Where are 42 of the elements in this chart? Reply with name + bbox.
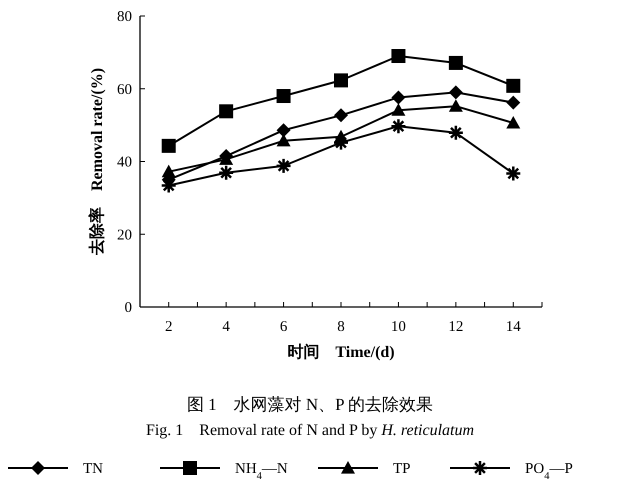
point (276, 123, 291, 138)
point (506, 116, 520, 129)
point (506, 78, 520, 93)
x-tick-label: 4 (222, 319, 230, 335)
y-axis-title: 去除率 Removal rate/(%) (87, 68, 106, 256)
legend-label: TP (393, 461, 411, 477)
y-tick-label: 20 (117, 227, 132, 244)
x-tick-label: 12 (448, 319, 464, 335)
text: Fig. 1 Removal rate of N and P by H. reticulatum (146, 422, 474, 439)
point (448, 85, 463, 100)
point (276, 134, 291, 146)
x-tick-label: 8 (337, 319, 345, 335)
x-tick-label: 14 (506, 319, 522, 335)
point (391, 90, 406, 104)
y-tick-label: 40 (117, 154, 132, 170)
y-tick-label: 0 (124, 300, 132, 316)
legend-label: TN (83, 461, 104, 477)
point (276, 89, 291, 104)
point (219, 104, 234, 118)
legend-label: PO$_{4}$—P (525, 461, 573, 482)
point (391, 103, 406, 116)
point (448, 124, 464, 142)
point (448, 99, 463, 112)
point (505, 165, 522, 182)
point (218, 164, 234, 182)
point (162, 138, 176, 153)
point (448, 56, 463, 70)
x-tick-label: 2 (164, 319, 172, 335)
point (390, 118, 407, 134)
x-tick-label: 10 (390, 319, 406, 335)
point (334, 108, 348, 122)
point (334, 73, 348, 88)
legend-label: NH$_{4}$—N (235, 461, 288, 482)
y-tick-label: 60 (117, 82, 132, 98)
point (275, 158, 292, 174)
y-tick-label: 80 (117, 9, 132, 25)
point (506, 96, 520, 110)
point (391, 49, 406, 64)
x-axis-title: 时间 Time/(d) (287, 343, 395, 361)
point (162, 164, 176, 178)
x-tick-label: 6 (280, 319, 288, 335)
text: 图 1 水网藻对 N、P 的去除效果 (186, 395, 434, 414)
